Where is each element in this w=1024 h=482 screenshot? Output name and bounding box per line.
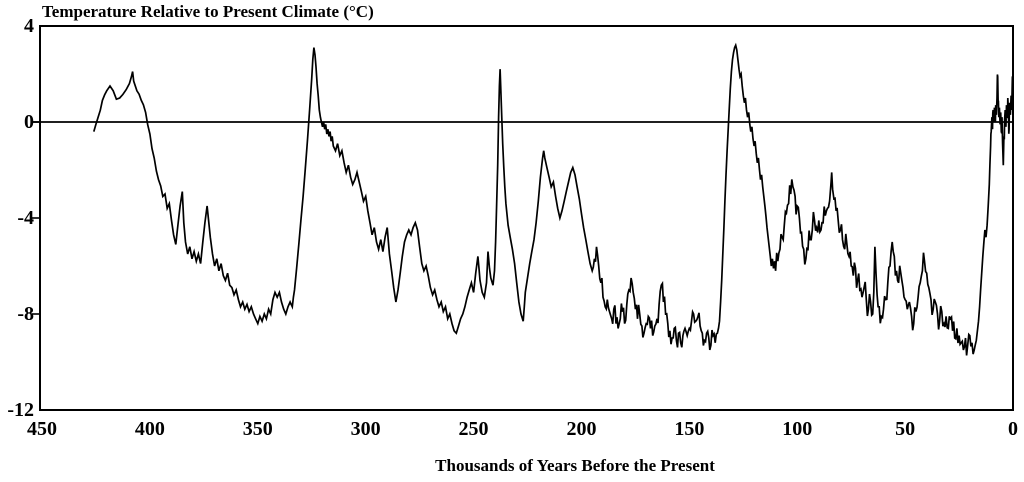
x-tick-label: 150 bbox=[674, 418, 705, 440]
x-tick-label: 300 bbox=[350, 418, 381, 440]
y-tick-label: -8 bbox=[17, 303, 34, 325]
x-tick-label: 50 bbox=[895, 418, 916, 440]
x-tick-label: 0 bbox=[1008, 418, 1018, 440]
x-tick-label: 250 bbox=[458, 418, 489, 440]
y-tick-label: 0 bbox=[24, 111, 34, 133]
x-tick-label: 350 bbox=[242, 418, 273, 440]
y-tick-label: 4 bbox=[24, 15, 34, 37]
x-tick-label: 200 bbox=[566, 418, 597, 440]
x-tick-label: 450 bbox=[27, 418, 57, 440]
x-tick-label: 400 bbox=[134, 418, 165, 440]
y-tick-label: -4 bbox=[17, 207, 34, 229]
x-axis-label: Thousands of Years Before the Present bbox=[435, 456, 715, 475]
plot-border bbox=[39, 25, 1014, 411]
y-tick-label: -12 bbox=[7, 399, 34, 421]
chart-title: Temperature Relative to Present Climate … bbox=[42, 2, 374, 21]
temperature-curve bbox=[92, 42, 1014, 356]
x-tick-label: 100 bbox=[782, 418, 813, 440]
